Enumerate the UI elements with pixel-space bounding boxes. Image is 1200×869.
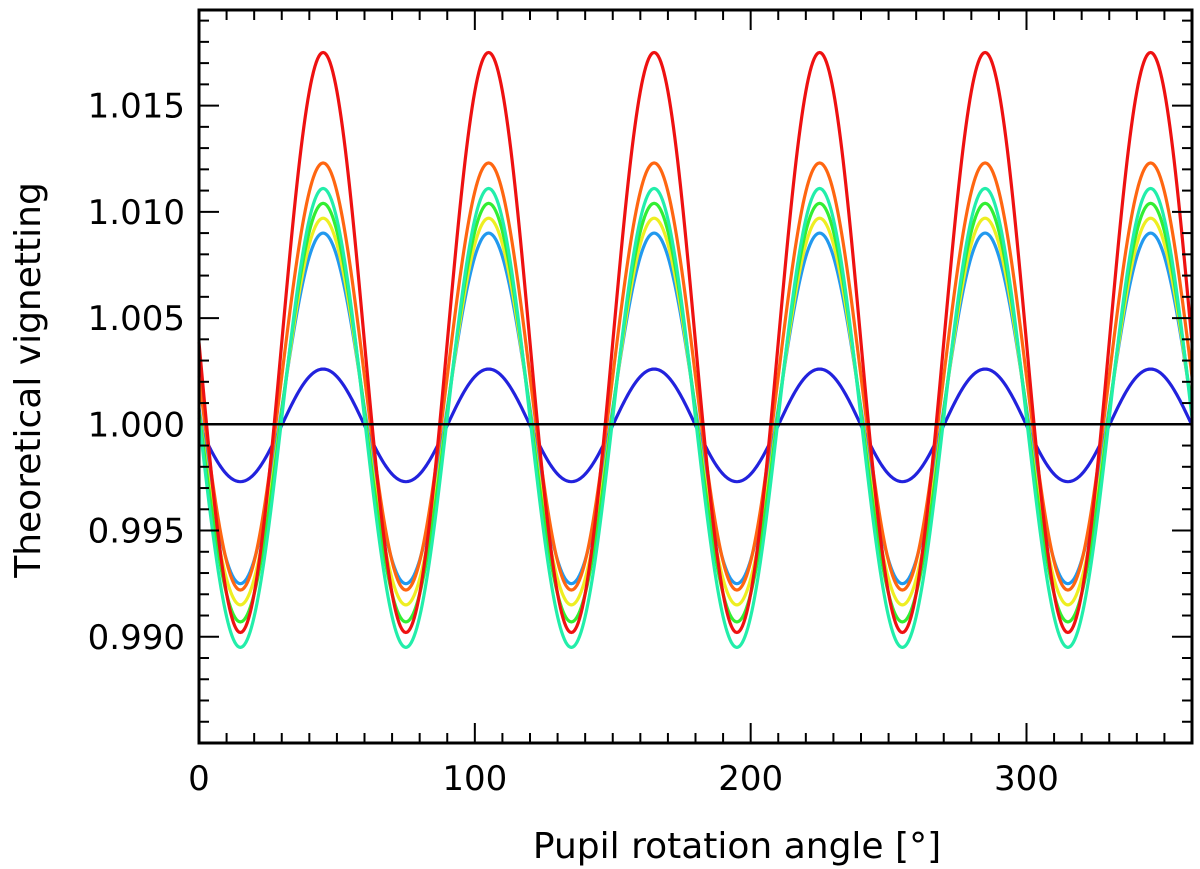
y-tick-labels: 0.990 0.995 1.000 1.005 1.010 1.015 — [88, 87, 185, 658]
series-layer — [197, 50, 1194, 649]
x-tick-label: 300 — [994, 759, 1059, 799]
series-line-orange — [197, 161, 1194, 592]
y-tick-label: 1.005 — [88, 299, 185, 339]
y-tick-label: 1.015 — [88, 87, 185, 127]
y-axis-title: Theoretical vignetting — [8, 182, 49, 579]
series-line-red — [197, 50, 1194, 635]
x-tick-label: 0 — [188, 759, 210, 799]
y-tick-label: 1.000 — [88, 405, 185, 445]
x-tick-labels: 0 100 200 300 — [188, 759, 1059, 799]
ticks-layer — [198, 10, 1193, 743]
x-axis-title: Pupil rotation angle [°] — [533, 826, 941, 867]
x-tick-label: 100 — [442, 759, 507, 799]
y-tick-label: 0.995 — [88, 512, 185, 552]
x-tick-label: 200 — [718, 759, 783, 799]
y-tick-label: 1.010 — [88, 193, 185, 233]
y-tick-label: 0.990 — [88, 618, 185, 658]
series-line-cyan-green — [197, 186, 1194, 649]
